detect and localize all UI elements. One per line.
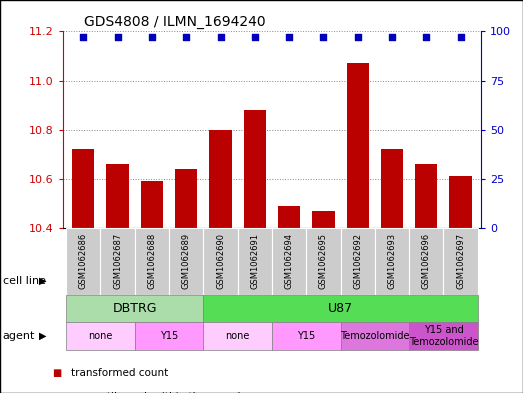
Bar	[381, 149, 403, 228]
Text: Y15: Y15	[297, 331, 315, 341]
Point	[422, 34, 430, 40]
Bar	[278, 206, 300, 228]
Bar	[72, 149, 95, 228]
Point	[388, 34, 396, 40]
Text: GSM1062690: GSM1062690	[216, 233, 225, 289]
Text: GSM1062686: GSM1062686	[79, 233, 88, 290]
Text: transformed count: transformed count	[71, 368, 168, 378]
Point	[147, 34, 156, 40]
Text: Y15 and
Temozolomide: Y15 and Temozolomide	[408, 325, 478, 347]
Bar	[244, 110, 266, 228]
Text: none: none	[225, 331, 250, 341]
Point	[113, 34, 122, 40]
Text: GSM1062689: GSM1062689	[181, 233, 191, 289]
Point	[79, 34, 87, 40]
Point	[217, 34, 225, 40]
Text: GSM1062696: GSM1062696	[422, 233, 431, 289]
Bar	[209, 130, 232, 228]
Bar	[141, 181, 163, 228]
Bar	[347, 63, 369, 228]
Text: ▶: ▶	[39, 331, 47, 341]
Point	[182, 34, 190, 40]
Point	[251, 34, 259, 40]
Text: GSM1062687: GSM1062687	[113, 233, 122, 290]
Text: DBTRG: DBTRG	[112, 302, 157, 315]
Text: cell line: cell line	[3, 276, 46, 286]
Bar	[312, 211, 335, 228]
Text: agent: agent	[3, 331, 35, 341]
Text: GSM1062691: GSM1062691	[251, 233, 259, 289]
Bar	[415, 164, 437, 228]
Text: GDS4808 / ILMN_1694240: GDS4808 / ILMN_1694240	[84, 15, 265, 29]
Text: GSM1062692: GSM1062692	[353, 233, 362, 289]
Text: ■: ■	[52, 368, 62, 378]
Text: GSM1062694: GSM1062694	[285, 233, 293, 289]
Text: Temozolomide: Temozolomide	[340, 331, 410, 341]
Text: ▶: ▶	[39, 276, 47, 286]
Bar	[449, 176, 472, 228]
Text: GSM1062697: GSM1062697	[456, 233, 465, 289]
Point	[457, 34, 465, 40]
Text: none: none	[88, 331, 112, 341]
Text: ■: ■	[52, 392, 62, 393]
Text: GSM1062688: GSM1062688	[147, 233, 156, 290]
Text: U87: U87	[328, 302, 353, 315]
Text: percentile rank within the sample: percentile rank within the sample	[71, 392, 246, 393]
Text: Y15: Y15	[160, 331, 178, 341]
Text: GSM1062695: GSM1062695	[319, 233, 328, 289]
Text: GSM1062693: GSM1062693	[388, 233, 396, 289]
Point	[354, 34, 362, 40]
Point	[319, 34, 327, 40]
Bar	[107, 164, 129, 228]
Point	[285, 34, 293, 40]
Bar	[175, 169, 197, 228]
